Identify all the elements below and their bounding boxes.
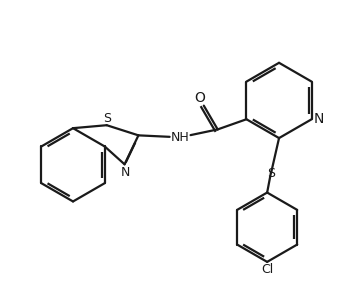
Text: S: S	[103, 112, 111, 125]
Text: N: N	[313, 112, 324, 126]
Text: S: S	[267, 167, 275, 180]
Text: NH: NH	[171, 131, 189, 144]
Text: O: O	[194, 91, 205, 105]
Text: Cl: Cl	[261, 263, 273, 276]
Text: N: N	[121, 166, 130, 179]
